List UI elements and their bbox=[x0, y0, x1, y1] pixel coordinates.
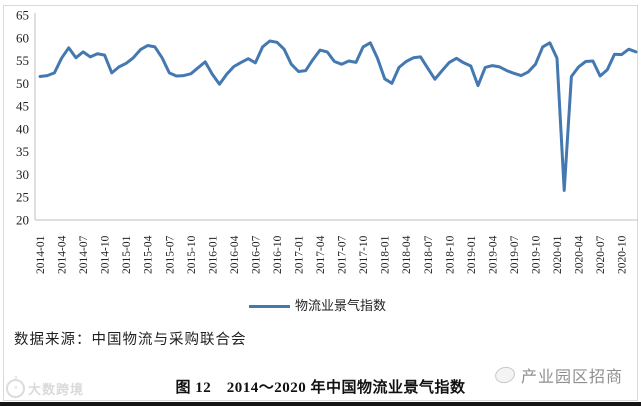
svg-text:2018-01: 2018-01 bbox=[380, 235, 392, 274]
svg-text:2019-04: 2019-04 bbox=[487, 235, 499, 274]
data-source-note: 数据来源：中国物流与采购联合会 bbox=[14, 332, 247, 348]
svg-text:2020-10: 2020-10 bbox=[617, 235, 629, 274]
watermark-right-label: 产业园区招商 bbox=[520, 369, 623, 386]
svg-text:65: 65 bbox=[16, 8, 29, 23]
watermark-left: 大数跨境 bbox=[6, 374, 85, 398]
svg-text:2017-10: 2017-10 bbox=[358, 235, 370, 274]
svg-text:2019-01: 2019-01 bbox=[466, 235, 478, 274]
svg-text:40: 40 bbox=[16, 121, 29, 136]
watermark-right: 产业园区招商 bbox=[493, 363, 623, 387]
svg-text:2015-07: 2015-07 bbox=[164, 235, 176, 274]
svg-text:20: 20 bbox=[16, 213, 29, 228]
svg-text:2014-07: 2014-07 bbox=[78, 235, 90, 274]
svg-text:2015-10: 2015-10 bbox=[186, 235, 198, 274]
chart-legend: 物流业景气指数 bbox=[249, 299, 386, 313]
series-line-lpi bbox=[38, 39, 638, 192]
svg-text:2020-07: 2020-07 bbox=[595, 235, 607, 274]
bottom-edge-bar bbox=[0, 402, 641, 406]
svg-text:2015-01: 2015-01 bbox=[121, 235, 133, 274]
y-axis: 65 60 55 50 45 40 35 30 25 20 bbox=[16, 8, 638, 228]
svg-text:2019-10: 2019-10 bbox=[530, 235, 542, 274]
svg-text:2019-07: 2019-07 bbox=[509, 235, 521, 274]
svg-text:30: 30 bbox=[16, 167, 29, 182]
svg-text:35: 35 bbox=[16, 144, 29, 159]
svg-text:2016-01: 2016-01 bbox=[207, 235, 219, 274]
svg-text:25: 25 bbox=[16, 190, 29, 205]
svg-text:2014-01: 2014-01 bbox=[35, 235, 47, 274]
legend-label: 物流业景气指数 bbox=[295, 298, 387, 313]
svg-text:2016-04: 2016-04 bbox=[229, 235, 241, 274]
svg-text:2018-10: 2018-10 bbox=[444, 235, 456, 274]
svg-text:45: 45 bbox=[16, 99, 29, 114]
svg-text:50: 50 bbox=[16, 76, 29, 91]
svg-text:2016-07: 2016-07 bbox=[250, 235, 262, 274]
svg-text:2018-04: 2018-04 bbox=[401, 235, 413, 274]
watermark-right-logo-icon bbox=[493, 364, 517, 386]
figure-caption: 图 12 2014～2020 年中国物流业景气指数 bbox=[175, 380, 466, 396]
figure-frame bbox=[3, 5, 638, 401]
svg-text:2017-01: 2017-01 bbox=[294, 235, 306, 274]
svg-text:2015-04: 2015-04 bbox=[143, 235, 155, 274]
svg-text:60: 60 bbox=[16, 30, 29, 45]
svg-text:2017-04: 2017-04 bbox=[315, 235, 327, 274]
watermark-left-logo-icon bbox=[6, 374, 25, 398]
svg-text:55: 55 bbox=[16, 53, 29, 68]
svg-text:2020-01: 2020-01 bbox=[552, 235, 564, 274]
svg-text:2016-10: 2016-10 bbox=[272, 235, 284, 274]
svg-text:2014-10: 2014-10 bbox=[100, 235, 112, 274]
svg-text:2020-04: 2020-04 bbox=[574, 235, 586, 274]
svg-text:2017-07: 2017-07 bbox=[337, 235, 349, 274]
svg-text:2018-07: 2018-07 bbox=[423, 235, 435, 274]
x-axis: 2014-01 2014-04 2014-07 2014-10 2015-01 2015-… bbox=[35, 235, 629, 274]
watermark-left-label: 大数跨境 bbox=[28, 382, 85, 397]
legend-line-sample bbox=[249, 304, 290, 308]
svg-text:2014-04: 2014-04 bbox=[57, 235, 69, 274]
